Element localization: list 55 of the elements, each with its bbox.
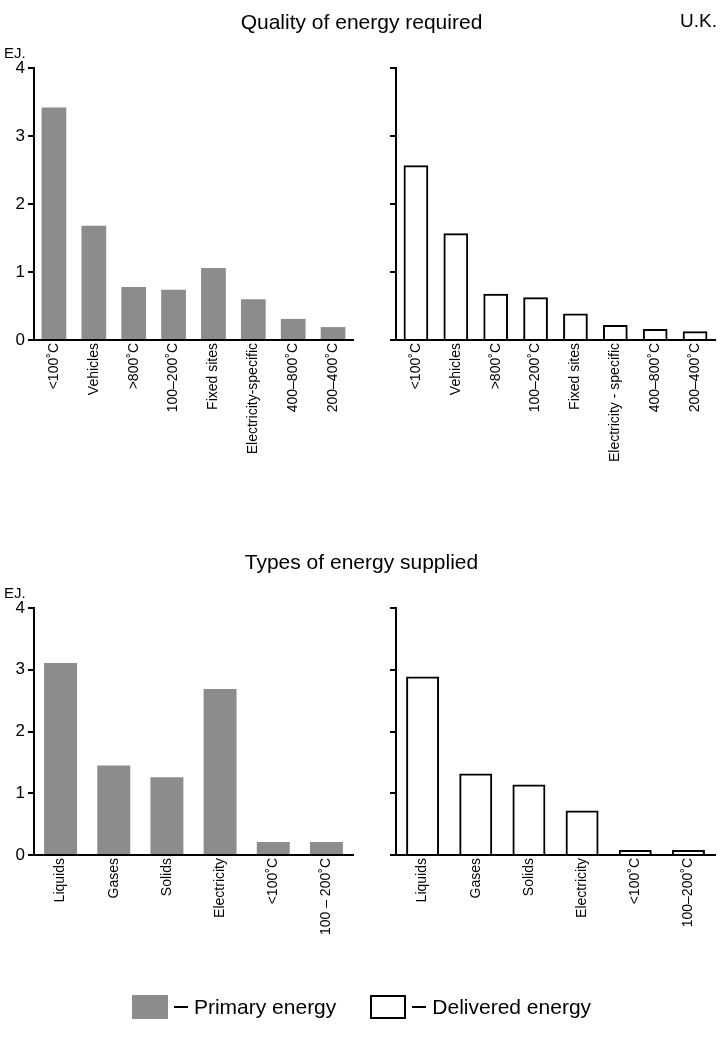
x-tick-label: Gases	[104, 858, 121, 899]
x-tick-label: <100˚C	[626, 858, 643, 905]
bar	[320, 327, 346, 339]
x-tick-label: <100˚C	[264, 858, 281, 905]
x-tick-label: 400–800˚C	[284, 343, 301, 413]
x-tick-label: Vehicles	[446, 343, 463, 396]
x-tick-label: 100–200˚C	[164, 343, 181, 413]
x-tick-label: Gases	[466, 858, 483, 899]
x-tick-label: 400–800˚C	[646, 343, 663, 413]
bar	[150, 777, 184, 854]
chart-title: Quality of energy required	[240, 10, 483, 33]
text: U.K.	[680, 10, 717, 32]
bar	[201, 267, 226, 339]
bar	[41, 107, 67, 339]
x-tick-label: <100˚C	[406, 343, 423, 390]
x-tick-label: 100–200˚C	[679, 858, 696, 928]
bar	[44, 662, 78, 854]
y-tick-label: 3	[15, 125, 25, 145]
x-tick-label: Liquids	[51, 858, 68, 903]
y-tick-label: 0	[15, 844, 25, 864]
x-tick-label: Fixed sites	[566, 343, 583, 410]
x-tick-label: 200–400˚C	[323, 343, 340, 413]
bar	[256, 842, 290, 854]
bar	[161, 289, 186, 339]
x-tick-label: >800˚C	[486, 343, 503, 390]
x-tick-label: Electricity	[210, 858, 227, 918]
x-tick-label: Vehicles	[84, 343, 101, 396]
x-tick-label: Electricity - specific	[606, 343, 623, 463]
y-tick-label: 1	[15, 782, 25, 802]
bar	[240, 299, 266, 339]
text: Primary energy	[193, 995, 337, 1019]
x-tick-label: Fixed sites	[204, 343, 221, 410]
legend-label: Delivered energy	[432, 995, 592, 1019]
x-tick-label: Solids	[519, 858, 536, 897]
x-tick-label: Electricity-specific	[244, 343, 261, 455]
x-tick-label: <100˚C	[44, 343, 61, 390]
y-tick-label: 2	[15, 721, 25, 741]
bar	[309, 842, 343, 854]
bar	[97, 765, 131, 854]
y-tick-label: 2	[15, 193, 25, 213]
x-tick-label: 100–200˚C	[526, 343, 543, 413]
x-tick-label: Liquids	[413, 858, 430, 903]
y-tick-label: 0	[15, 329, 25, 349]
y-tick-label: 3	[15, 659, 25, 679]
bar	[203, 688, 237, 854]
bar	[280, 318, 306, 339]
x-tick-label: 200–400˚C	[685, 343, 702, 413]
y-tick-label: 1	[15, 261, 25, 281]
x-tick-label: 100 – 200˚C	[317, 858, 334, 936]
bar	[81, 225, 107, 339]
chart-title: Types of energy supplied	[243, 550, 480, 574]
x-tick-label: Electricity	[572, 858, 589, 918]
x-tick-label: >800˚C	[124, 343, 141, 390]
bar	[121, 286, 147, 339]
x-tick-label: Solids	[157, 858, 174, 897]
